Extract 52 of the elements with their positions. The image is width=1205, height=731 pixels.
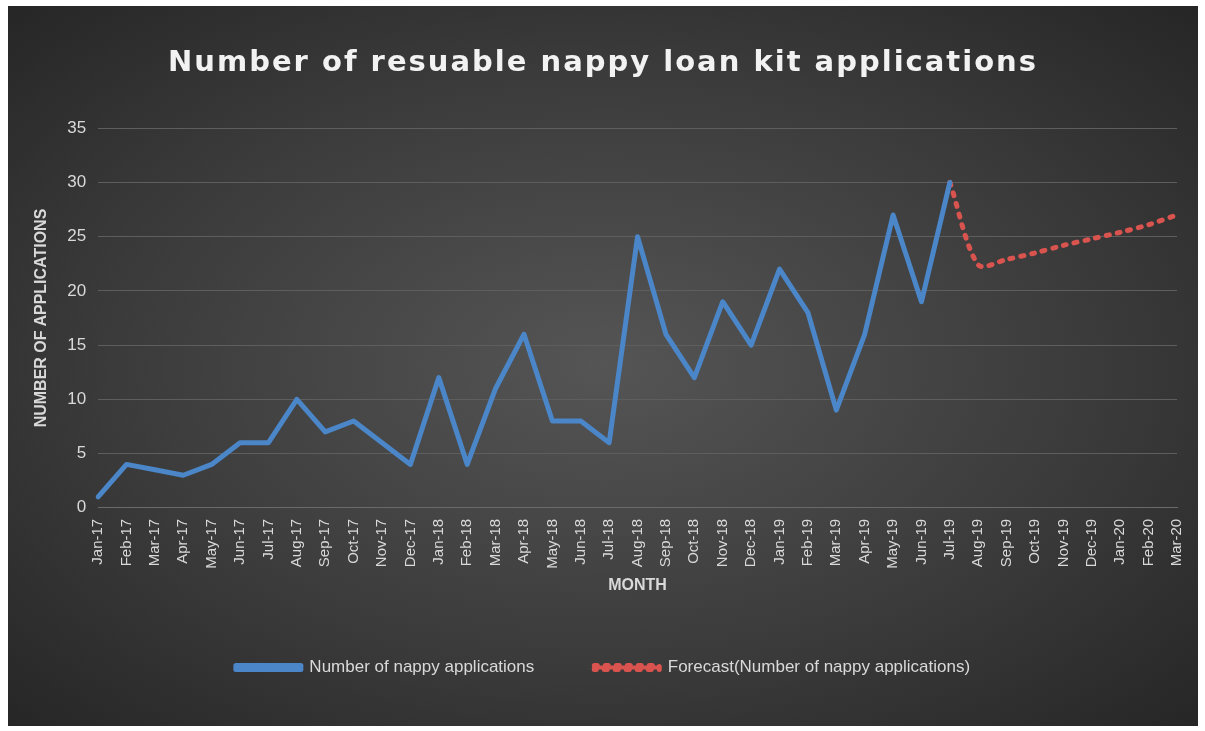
legend-label: Number of nappy applications <box>309 657 535 677</box>
x-tick-label: Mar-20 <box>1167 518 1185 567</box>
x-tick-label: Jan-18 <box>428 518 446 565</box>
x-tick-label: Feb-18 <box>457 518 475 567</box>
y-tick-label: 25 <box>67 226 87 246</box>
y-tick-label: 5 <box>76 443 87 463</box>
x-tick-label: Feb-19 <box>798 518 816 567</box>
y-axis-title: NUMBER OF APPLICATIONS <box>32 208 50 428</box>
x-tick-label: Oct-19 <box>1025 518 1043 564</box>
y-tick-label: 15 <box>67 334 87 354</box>
x-tick-label: Jan-20 <box>1110 518 1128 565</box>
y-tick-label: 20 <box>67 280 87 300</box>
x-tick-label: Oct-17 <box>343 518 361 564</box>
y-tick-label: 35 <box>67 117 87 137</box>
x-tick-label: Nov-18 <box>712 518 730 568</box>
x-tick-label: May-17 <box>201 518 219 569</box>
x-tick-label: Mar-19 <box>826 518 844 567</box>
x-tick-label: Jul-19 <box>940 518 958 560</box>
legend-label: Forecast(Number of nappy applications) <box>667 657 971 677</box>
x-tick-label: Jun-17 <box>230 518 248 565</box>
x-tick-label: May-19 <box>883 518 901 569</box>
y-tick-label: 10 <box>67 389 87 409</box>
y-tick-label: 0 <box>76 497 87 517</box>
x-tick-label: May-18 <box>542 518 560 569</box>
x-tick-label: Jun-19 <box>911 518 929 565</box>
x-tick-label: Mar-18 <box>485 518 503 567</box>
x-tick-label: Apr-19 <box>854 518 872 564</box>
x-tick-label: Apr-17 <box>173 518 191 564</box>
chart-title: Number of resuable nappy loan kit applications <box>167 44 1039 78</box>
x-tick-label: Jan-19 <box>769 518 787 565</box>
x-tick-label: Aug-19 <box>968 518 986 568</box>
x-tick-label: Aug-17 <box>286 518 304 568</box>
x-tick-label: Jul-18 <box>599 518 617 560</box>
x-tick-label: Dec-18 <box>741 518 759 568</box>
x-tick-label: Feb-20 <box>1138 518 1156 567</box>
x-tick-label: Aug-18 <box>627 518 645 568</box>
x-tick-label: Feb-17 <box>116 518 134 567</box>
x-tick-label: Sep-19 <box>996 518 1014 568</box>
x-tick-label: Dec-17 <box>400 518 418 568</box>
y-tick-label: 30 <box>67 172 87 192</box>
x-tick-label: Nov-19 <box>1053 518 1071 568</box>
x-tick-label: Dec-19 <box>1081 518 1099 568</box>
x-tick-label: Sep-18 <box>656 518 674 568</box>
x-tick-label: Nov-17 <box>372 518 390 568</box>
x-tick-label: Apr-18 <box>514 518 532 564</box>
x-tick-label: Jun-18 <box>570 518 588 565</box>
x-axis-title: MONTH <box>608 575 667 593</box>
x-tick-label: Jul-17 <box>258 518 276 560</box>
x-tick-label: Oct-18 <box>684 518 702 564</box>
x-tick-label: Jan-17 <box>88 518 106 565</box>
x-tick-label: Mar-17 <box>145 518 163 567</box>
x-tick-label: Sep-17 <box>315 518 333 568</box>
